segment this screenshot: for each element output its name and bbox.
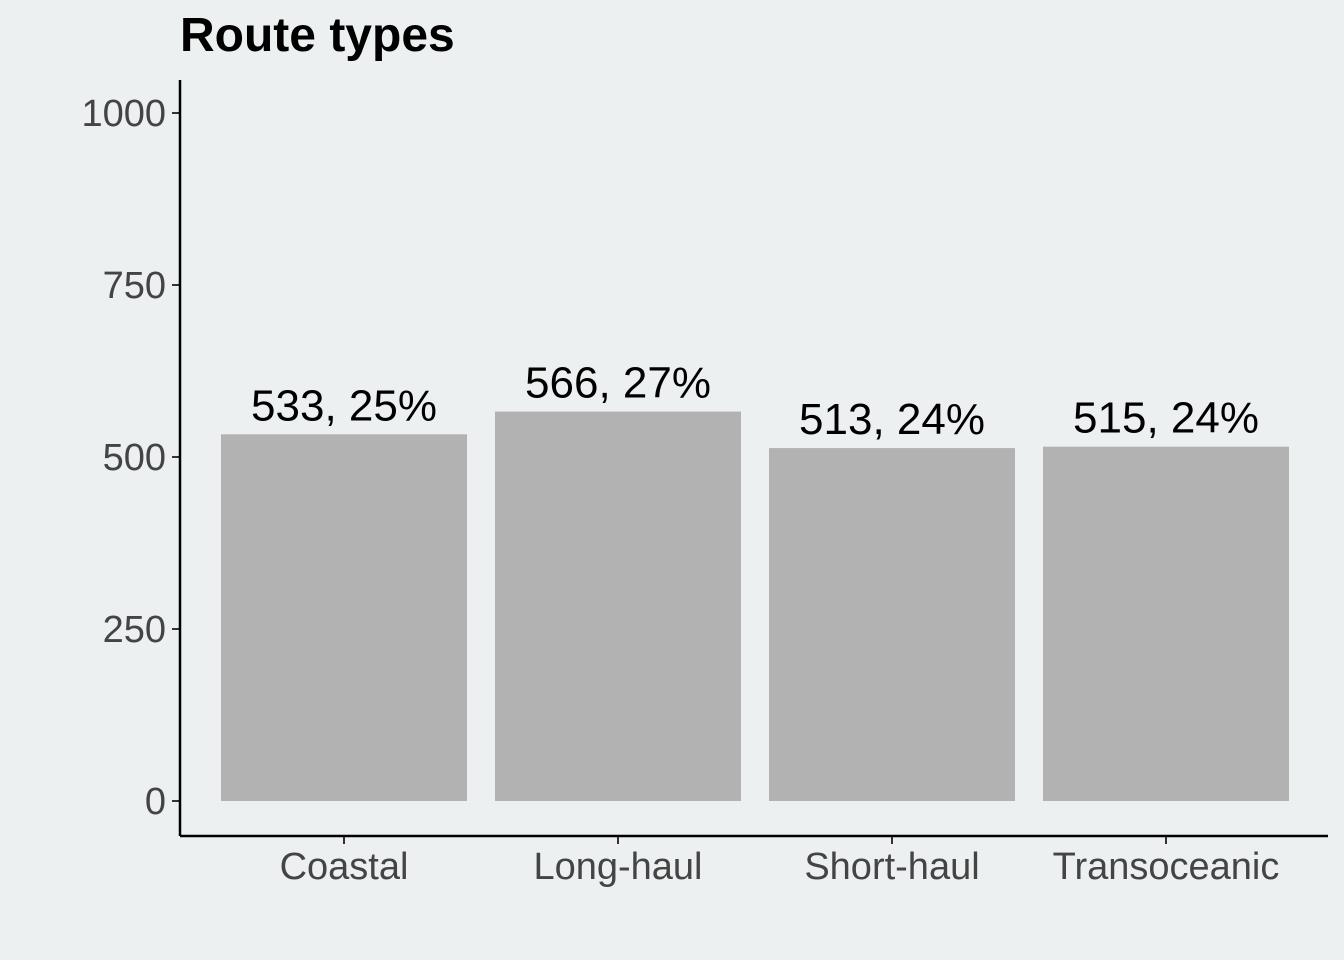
labels-layer: 533, 25% 566, 27% 513, 24% 515, 24% [251, 359, 1259, 444]
y-tick-label: 500 [103, 437, 166, 479]
chart-title: Route types [180, 9, 455, 62]
x-tick-label: Long-haul [533, 846, 702, 888]
bar-value-label: 515, 24% [1073, 394, 1259, 443]
bar-value-label: 533, 25% [251, 381, 437, 430]
x-tick-label: Transoceanic [1053, 846, 1280, 888]
y-tick-label: 1000 [81, 93, 166, 135]
bar-value-label: 566, 27% [525, 359, 711, 408]
bar-coastal [221, 434, 467, 801]
axes-layer: Coastal Long-haul Short-haul Transoceanic 0 2… [81, 80, 1328, 888]
bars-layer [221, 411, 1289, 801]
bar-value-label: 513, 24% [799, 395, 985, 444]
x-tick-label: Coastal [280, 846, 409, 888]
y-tick-label: 750 [103, 265, 166, 307]
x-tick-label: Short-haul [804, 846, 979, 888]
bar-long-haul [495, 411, 741, 801]
bar-short-haul [769, 448, 1015, 801]
bar-transoceanic [1043, 446, 1289, 801]
y-tick-label: 0 [145, 781, 166, 823]
y-tick-label: 250 [103, 609, 166, 651]
